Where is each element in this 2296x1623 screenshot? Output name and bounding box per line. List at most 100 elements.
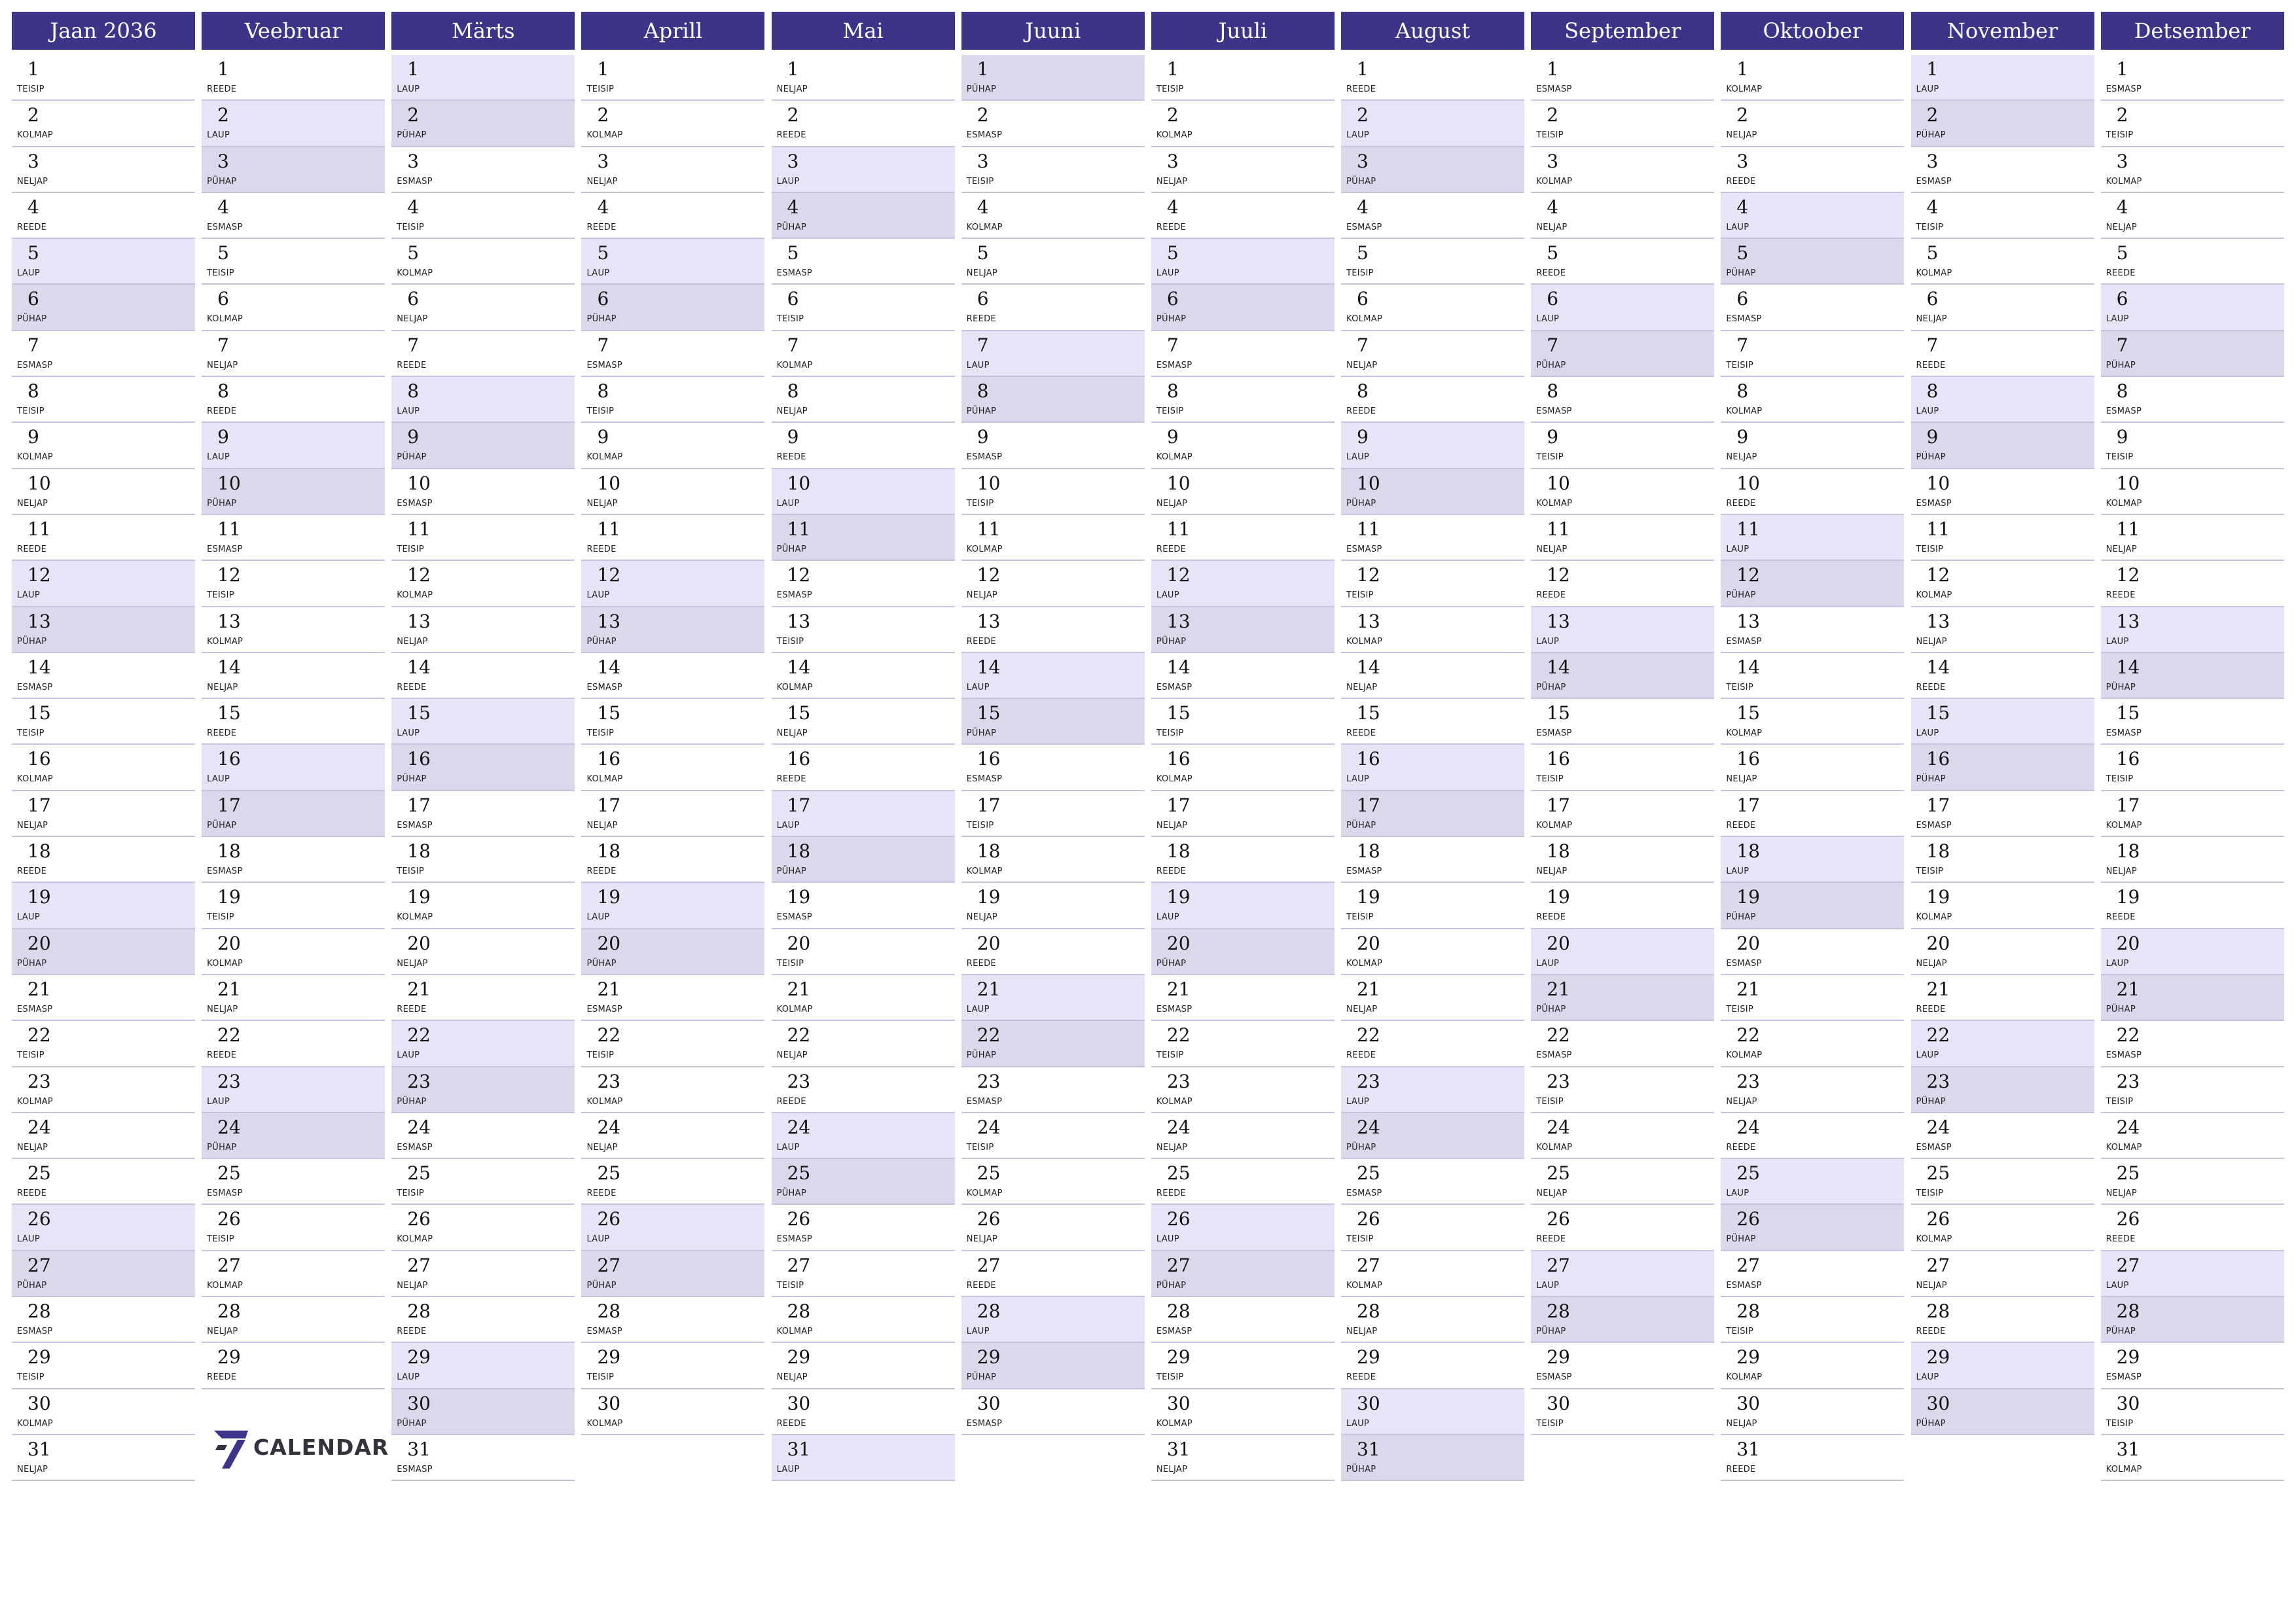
weekday-label: LAUP <box>1536 1280 1560 1291</box>
day-number: 13 <box>787 610 811 632</box>
day-cell: 4 TEISIP <box>1910 193 2094 240</box>
weekday-label: NELJAP <box>1346 360 1378 370</box>
day-number: 5 <box>1736 242 1749 264</box>
weekday-label: ESMASP <box>2106 728 2142 739</box>
day-number: 10 <box>977 472 1001 494</box>
day-cell: 8 KOLMAP <box>1721 377 1905 423</box>
day-number: 14 <box>597 656 621 678</box>
day-cell: 27 KOLMAP <box>1341 1251 1525 1298</box>
day-cell: 30 KOLMAP <box>581 1389 765 1435</box>
weekday-label: ESMASP <box>2106 406 2142 417</box>
weekday-label: KOLMAP <box>776 1004 813 1014</box>
weekday-label: REEDE <box>1346 1372 1376 1383</box>
day-number: 17 <box>217 794 241 816</box>
day-number: 13 <box>597 610 621 632</box>
weekday-label: ESMASP <box>1536 1050 1572 1061</box>
day-cell: 16 LAUP <box>1341 745 1525 791</box>
weekday-label: PÜHAP <box>397 452 427 463</box>
day-cell: 15 NELJAP <box>771 699 955 745</box>
day-number: 17 <box>407 794 431 816</box>
day-number: 9 <box>1736 426 1749 448</box>
day-number: 15 <box>597 702 621 724</box>
day-cell: 18 LAUP <box>1721 837 1905 883</box>
weekday-label: REEDE <box>397 1327 427 1337</box>
day-number: 11 <box>2116 518 2140 540</box>
day-cell: 20 PÜHAP <box>581 929 765 975</box>
day-list: 1 NELJAP 2 REEDE 3 LAUP 4 PÜHAP 5 ESMASP 6 TEISIP 7 K… <box>771 55 955 1482</box>
day-cell: 20 KOLMAP <box>202 929 386 975</box>
day-cell: 24 TEISIP <box>961 1113 1145 1160</box>
weekday-label: LAUP <box>17 590 40 601</box>
brand-logo: CALENDAR <box>211 1425 388 1471</box>
day-cell: 19 ESMASP <box>771 883 955 929</box>
weekday-label: REEDE <box>776 1096 806 1107</box>
weekday-label: REEDE <box>17 1188 47 1199</box>
day-cell: 20 NELJAP <box>391 929 575 975</box>
day-number: 9 <box>407 426 420 448</box>
weekday-label: ESMASP <box>397 176 433 187</box>
day-number: 22 <box>407 1024 431 1046</box>
day-number: 8 <box>1357 380 1369 402</box>
day-number: 13 <box>1736 610 1760 632</box>
month-column: Aprill 1 TEISIP 2 KOLMAP 3 NELJAP 4 REEDE 5 LAUP 6 P… <box>581 12 765 1435</box>
day-number: 23 <box>1357 1070 1380 1092</box>
weekday-label: TEISIP <box>776 314 804 325</box>
weekday-label: PÜHAP <box>17 1280 47 1291</box>
day-cell: 21 REEDE <box>1910 975 2094 1022</box>
weekday-label: TEISIP <box>207 590 234 601</box>
day-number: 4 <box>1736 196 1749 218</box>
weekday-label: KOLMAP <box>2106 176 2142 187</box>
weekday-label: PÜHAP <box>207 820 237 830</box>
day-cell: 19 LAUP <box>581 883 765 929</box>
weekday-label: REEDE <box>776 130 806 141</box>
day-list: 1 TEISIP 2 KOLMAP 3 NELJAP 4 REEDE 5 LAUP 6 PÜHAP 7 E… <box>1151 55 1335 1482</box>
month-header: Aprill <box>581 12 765 50</box>
weekday-label: REEDE <box>2106 912 2136 923</box>
day-cell: 17 PÜHAP <box>202 791 386 838</box>
weekday-label: PÜHAP <box>776 866 806 877</box>
day-number: 11 <box>787 518 811 540</box>
weekday-label: REEDE <box>1156 544 1187 554</box>
day-cell: 20 PÜHAP <box>12 929 195 975</box>
day-number: 11 <box>1357 518 1380 540</box>
day-number: 16 <box>1926 748 1950 770</box>
weekday-label: PÜHAP <box>1536 1004 1566 1014</box>
day-number: 13 <box>977 610 1001 632</box>
day-cell: 10 NELJAP <box>1151 469 1335 515</box>
weekday-label: LAUP <box>207 130 230 141</box>
weekday-label: ESMASP <box>17 682 53 692</box>
day-number: 13 <box>407 610 431 632</box>
day-cell: 6 NELJAP <box>391 285 575 331</box>
day-cell: 27 LAUP <box>2100 1251 2284 1298</box>
day-number: 24 <box>217 1116 241 1138</box>
weekday-label: ESMASP <box>1726 958 1762 969</box>
weekday-label: KOLMAP <box>1536 820 1573 830</box>
weekday-label: TEISIP <box>1916 222 1944 232</box>
day-number: 12 <box>977 564 1001 586</box>
day-cell: 30 PÜHAP <box>1910 1389 2094 1435</box>
weekday-label: NELJAP <box>1916 1280 1947 1291</box>
day-number: 8 <box>407 380 420 402</box>
day-number: 29 <box>1357 1346 1380 1368</box>
weekday-label: KOLMAP <box>1916 590 1952 601</box>
day-number: 6 <box>787 288 799 310</box>
day-cell: 28 ESMASP <box>12 1297 195 1344</box>
day-number: 27 <box>597 1254 621 1276</box>
day-number: 28 <box>977 1300 1001 1323</box>
day-cell: 8 PÜHAP <box>961 377 1145 423</box>
day-number: 20 <box>1357 932 1380 954</box>
day-cell: 17 ESMASP <box>391 791 575 838</box>
day-number: 21 <box>1357 978 1380 1000</box>
day-number: 10 <box>1547 472 1570 494</box>
day-number: 10 <box>217 472 241 494</box>
day-number: 18 <box>977 840 1001 863</box>
day-number: 9 <box>27 426 39 448</box>
weekday-label: PÜHAP <box>1536 1327 1566 1337</box>
weekday-label: LAUP <box>1346 452 1370 463</box>
day-cell: 25 KOLMAP <box>961 1159 1145 1205</box>
weekday-label: REEDE <box>1346 406 1376 417</box>
day-number: 18 <box>2116 840 2140 863</box>
weekday-label: PÜHAP <box>1726 590 1756 601</box>
day-number: 8 <box>597 380 609 402</box>
day-cell: 29 TEISIP <box>12 1343 195 1389</box>
